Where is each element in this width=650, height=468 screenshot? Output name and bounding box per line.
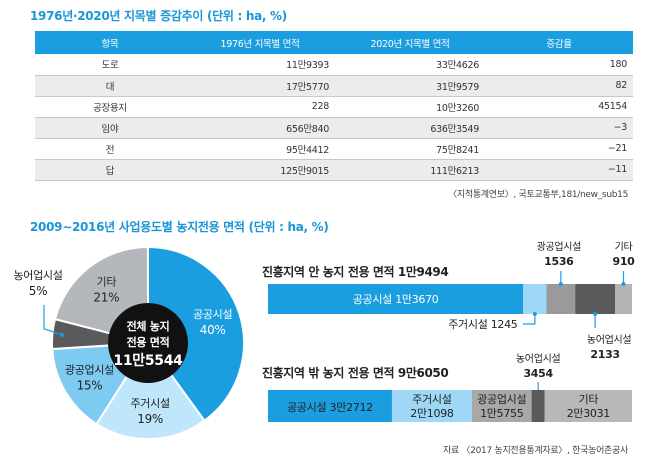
cell-change-rate: 82 <box>485 75 633 97</box>
pie-slice-value: 19% <box>137 412 163 426</box>
bar-leader-dot <box>593 312 598 316</box>
pie-slice <box>147 245 245 423</box>
pie-slice-label: 광공업시설 <box>65 364 114 377</box>
cell-1976: 95만4412 <box>185 138 335 160</box>
cell-item: 공장용지 <box>35 96 185 118</box>
pie-center-label: 전용 면적 <box>127 335 170 349</box>
header-2020: 2020년 지목별 면적 <box>335 31 485 54</box>
pie-slice-value: 15% <box>77 379 103 393</box>
pie-slice-value: 21% <box>93 290 119 304</box>
bar-leader-line <box>522 314 536 325</box>
pie-leader-dot <box>59 332 64 337</box>
table-row: 대 17만5770 31만9579 82 <box>35 75 633 97</box>
table-row: 공장용지 228 10만3260 45154 <box>35 96 633 118</box>
pie-leader-line <box>43 304 63 336</box>
cell-change-rate: −11 <box>485 159 633 181</box>
land-category-table: 항목 1976년 지목별 면적 2020년 지목별 면적 증감율 도로 11만93… <box>35 31 633 181</box>
cell-2020: 10만3260 <box>335 96 485 118</box>
table-row: 도로 11만9393 33만4626 180 <box>35 54 633 76</box>
pie-center-total: 11만5544 <box>113 353 183 369</box>
bar-segment-value: 1536 <box>544 255 574 268</box>
bar-segment-value: 1만5755 <box>480 407 524 420</box>
bar-segment <box>523 284 547 314</box>
bar-segment-label: 기타 <box>579 393 599 406</box>
cell-change-rate: 180 <box>485 54 633 76</box>
bar-segment <box>531 390 545 422</box>
cell-2020: 636만3549 <box>335 117 485 139</box>
bar-leader-dot <box>558 282 563 286</box>
table-row: 임야 656만840 636만3549 −3 <box>35 117 633 139</box>
bar-segment <box>471 390 532 422</box>
pie-slice <box>95 341 206 440</box>
bar-segment-label: 광공업시설 <box>477 393 526 406</box>
bar-segment-label: 주거시설 1245 <box>448 318 518 331</box>
chart-title: 2009∼2016년 사업용도별 농지전용 면적 (단위 : ha, %) <box>30 220 329 234</box>
table-row: 답 125만9015 111만6213 −11 <box>35 159 633 181</box>
cell-change-rate: −21 <box>485 138 633 160</box>
cell-item: 대 <box>35 75 185 97</box>
table-row: 전 95만4412 75만8241 −21 <box>35 138 633 160</box>
pie-slice-label: 농어업시설 <box>13 269 62 282</box>
cell-change-rate: −3 <box>485 117 633 139</box>
bar-segment-value: 2만3031 <box>567 407 610 420</box>
bar-segment-value: 910 <box>612 255 635 268</box>
table-header-row: 항목 1976년 지목별 면적 2020년 지목별 면적 증감율 <box>35 31 633 54</box>
bar-segment-value: 2133 <box>590 348 619 361</box>
bar-segment-label: 농어업시설 <box>516 352 561 365</box>
pie-slice-value: 40% <box>200 323 226 337</box>
bar-segment-label: 공공시설 1만3670 <box>353 293 439 306</box>
pie-slice-label: 기타 <box>97 275 117 288</box>
cell-item: 임야 <box>35 117 185 139</box>
bar-segment-value: 2만1098 <box>410 407 454 420</box>
header-1976: 1976년 지목별 면적 <box>185 31 335 54</box>
cell-1976: 228 <box>185 96 335 118</box>
bar-segment <box>268 390 392 422</box>
pie-center-circle <box>108 303 188 383</box>
pie-center-label: 전체 농지 <box>127 319 170 333</box>
bar-segment <box>544 390 632 422</box>
cell-2020: 31만9579 <box>335 75 485 97</box>
bar-segment-label: 기타 <box>615 241 633 253</box>
bar2-title: 진흥지역 밖 농지 전용 면적 9만6050 <box>262 366 449 380</box>
cell-1976: 11만9393 <box>185 54 335 76</box>
bar-leader-dot <box>621 282 626 286</box>
header-change-rate: 증감율 <box>485 31 633 54</box>
bar-segment <box>575 284 616 314</box>
cell-item: 답 <box>35 159 185 181</box>
chart-source: 자료 〈2017 농지전용통계자료〉, 한국농어촌공사 <box>442 446 628 456</box>
bar-leader-dot <box>532 312 537 316</box>
bar-segment <box>391 390 472 422</box>
bar-segment-label: 공공시설 3만2712 <box>287 401 373 414</box>
table-source: 〈지적통계연보〉, 국토교통부,181/new_sub15 <box>448 190 628 200</box>
cell-2020: 75만8241 <box>335 138 485 160</box>
cell-1976: 17만5770 <box>185 75 335 97</box>
bar-segment <box>268 284 524 314</box>
cell-item: 전 <box>35 138 185 160</box>
cell-1976: 125만9015 <box>185 159 335 181</box>
cell-change-rate: 45154 <box>485 96 633 118</box>
header-item: 항목 <box>35 31 185 54</box>
bar-segment <box>615 284 632 314</box>
bar1-title: 진흥지역 안 농지 전용 면적 1만9494 <box>262 265 449 279</box>
cell-2020: 111만6213 <box>335 159 485 181</box>
pie-slice-value: 5% <box>29 284 47 298</box>
bar-segment-label: 광공업시설 <box>537 240 582 253</box>
cell-item: 도로 <box>35 54 185 76</box>
pie-slice-label: 주거시설 <box>130 397 169 410</box>
cell-1976: 656만840 <box>185 117 335 139</box>
bar-segment-label: 주거시설 <box>412 393 451 406</box>
table-title: 1976년·2020년 지목별 증감추이 (단위 : ha, %) <box>30 9 287 23</box>
bar-segment-value: 3454 <box>523 367 553 380</box>
pie-slice-label: 공공시설 <box>193 308 232 321</box>
bar-segment <box>546 284 576 314</box>
bar-segment-label: 농어업시설 <box>587 333 632 346</box>
cell-2020: 33만4626 <box>335 54 485 76</box>
